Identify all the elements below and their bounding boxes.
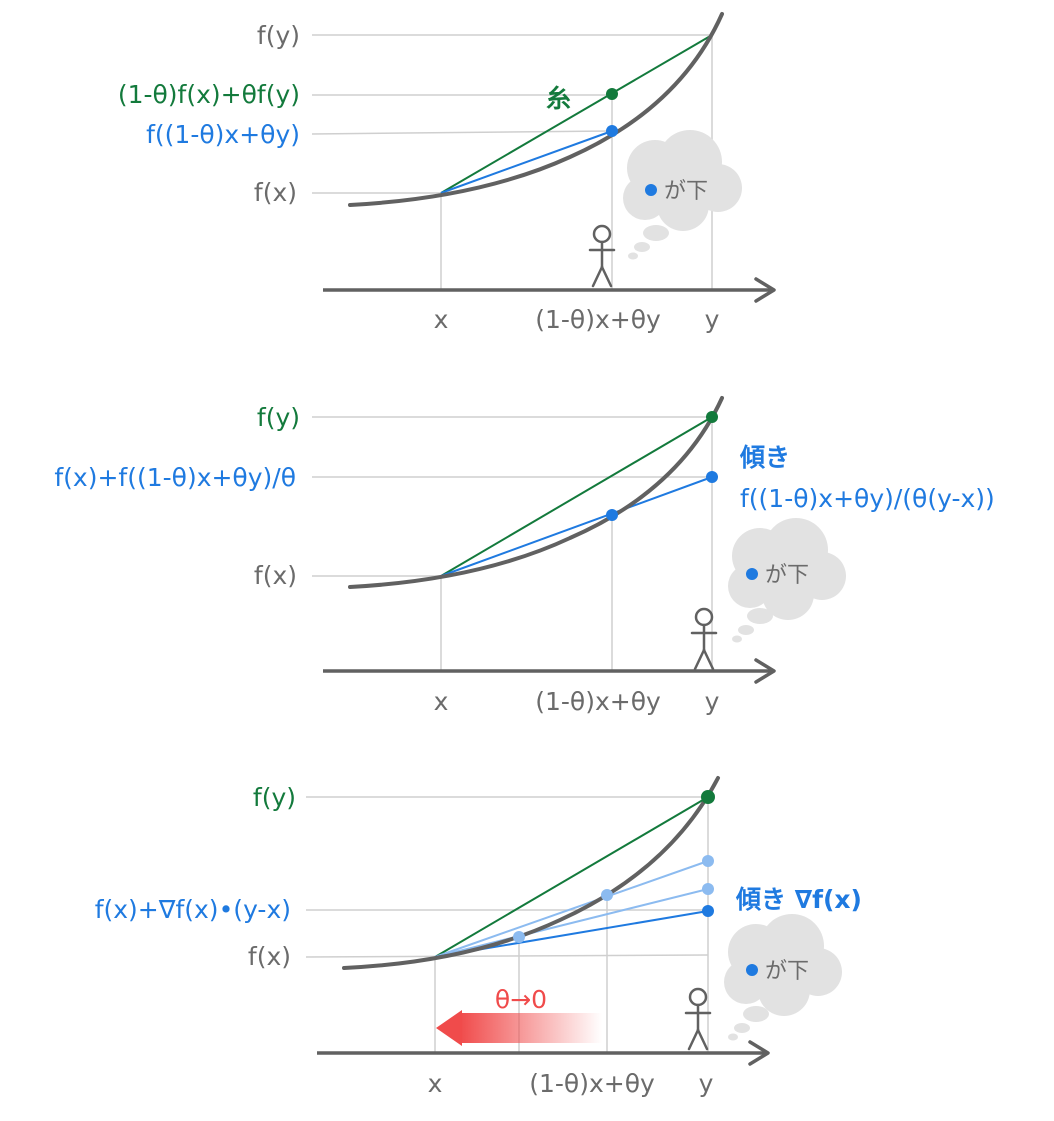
- secant-point-far: [702, 855, 714, 867]
- thought-bubble: [724, 914, 842, 1041]
- label-fx: f(x): [254, 561, 297, 590]
- label-curve-value: f((1-θ)x+θy): [146, 120, 300, 149]
- thought-bubble: [623, 130, 742, 260]
- bubble-text: が下: [765, 959, 809, 984]
- guide-lines: [305, 796, 709, 1053]
- person-icon: [690, 607, 718, 671]
- tick-y: y: [699, 1069, 714, 1098]
- chord-point: [606, 88, 618, 100]
- guide-lines: [312, 416, 713, 671]
- secant-line-far: [434, 860, 709, 958]
- tick-x: x: [428, 1069, 443, 1098]
- x-axis: [323, 277, 776, 303]
- chord-line: [440, 34, 713, 194]
- panel-3: f(y) f(x)+∇f(x)•(y-x) f(x) 傾き ∇f(x) θ→0 …: [95, 776, 862, 1098]
- limit-arrow: [436, 1010, 602, 1046]
- curve-point-near: [513, 931, 525, 943]
- x-axis: [317, 1040, 770, 1066]
- label-fy: f(y): [257, 403, 300, 432]
- label-fx: f(x): [254, 178, 297, 207]
- tick-mid: (1-θ)x+θy: [535, 687, 661, 716]
- label-fy: f(y): [253, 783, 296, 812]
- secant-line-near: [434, 888, 709, 958]
- secant-line: [440, 476, 713, 577]
- convex-curve: [342, 776, 720, 970]
- tick-x: x: [434, 305, 449, 334]
- projected-point: [706, 471, 718, 483]
- curve-point-fy: [701, 790, 715, 804]
- convex-curve: [348, 396, 724, 589]
- bubble-text: が下: [765, 563, 809, 588]
- convex-curve: [348, 12, 724, 207]
- bubble-text: が下: [664, 179, 708, 204]
- person-icon: [588, 224, 616, 288]
- limit-label: θ→0: [495, 985, 547, 1014]
- tick-y: y: [705, 305, 720, 334]
- x-axis: [323, 658, 776, 684]
- label-string: 糸: [546, 84, 571, 113]
- slope-title: 傾き: [739, 443, 790, 472]
- tick-mid: (1-θ)x+θy: [535, 305, 661, 334]
- tangent-point: [702, 905, 714, 917]
- label-projected-value: f(x)+f((1-θ)x+θy)/θ: [54, 463, 296, 492]
- tick-y: y: [705, 687, 720, 716]
- panel-2: f(y) f(x)+f((1-θ)x+θy)/θ f(x) 傾き f((1-θ)…: [54, 396, 995, 716]
- bubble-dot: [746, 568, 758, 580]
- label-tangent-value: f(x)+∇f(x)•(y-x): [95, 895, 291, 924]
- panel-1: f(y) (1-θ)f(x)+θf(y) f((1-θ)x+θy) f(x) 糸…: [118, 12, 776, 334]
- slope-expression: f((1-θ)x+θy)/(θ(y-x)): [740, 484, 995, 513]
- bubble-dot: [746, 964, 758, 976]
- chord-line: [434, 796, 709, 958]
- label-fy: f(y): [257, 21, 300, 50]
- secant-point-near: [702, 883, 714, 895]
- secant-line: [440, 130, 613, 194]
- curve-point: [606, 125, 618, 137]
- chord-line: [440, 416, 713, 577]
- person-icon: [684, 987, 712, 1051]
- thought-bubble: [728, 518, 846, 643]
- tick-mid: (1-θ)x+θy: [529, 1069, 655, 1098]
- bubble-dot: [645, 184, 657, 196]
- curve-point-fy: [706, 411, 718, 423]
- label-chord-value: (1-θ)f(x)+θf(y): [118, 80, 300, 109]
- tick-x: x: [434, 687, 449, 716]
- label-fx: f(x): [248, 942, 291, 971]
- curve-point-mid: [606, 509, 618, 521]
- slope-gradient: 傾き ∇f(x): [735, 885, 862, 914]
- curve-point-mid: [601, 889, 613, 901]
